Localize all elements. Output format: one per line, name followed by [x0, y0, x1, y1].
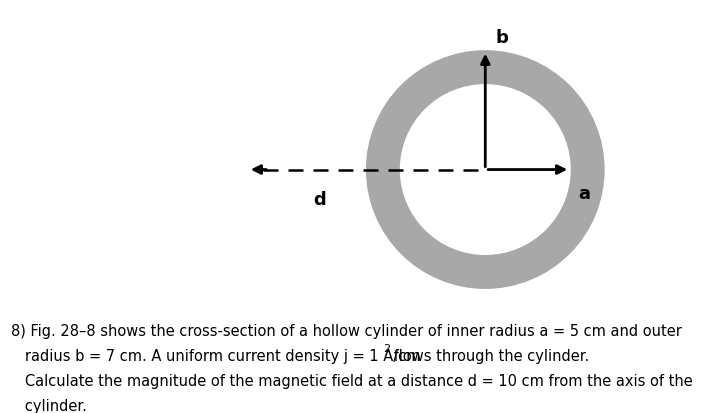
Text: d: d	[314, 191, 326, 209]
Text: Calculate the magnitude of the magnetic field at a distance d = 10 cm from the a: Calculate the magnitude of the magnetic …	[11, 374, 692, 389]
Text: 8) Fig. 28–8 shows the cross-section of a hollow cylinder of inner radius a = 5 : 8) Fig. 28–8 shows the cross-section of …	[11, 324, 681, 339]
Text: 2: 2	[383, 344, 390, 354]
Circle shape	[401, 85, 570, 254]
Text: cylinder.: cylinder.	[11, 399, 86, 413]
Text: b: b	[496, 28, 508, 47]
Text: radius b = 7 cm. A uniform current density j = 1 A/cm: radius b = 7 cm. A uniform current densi…	[11, 349, 420, 364]
Text: flows through the cylinder.: flows through the cylinder.	[389, 349, 589, 364]
Text: a: a	[579, 185, 591, 203]
Circle shape	[366, 51, 604, 288]
